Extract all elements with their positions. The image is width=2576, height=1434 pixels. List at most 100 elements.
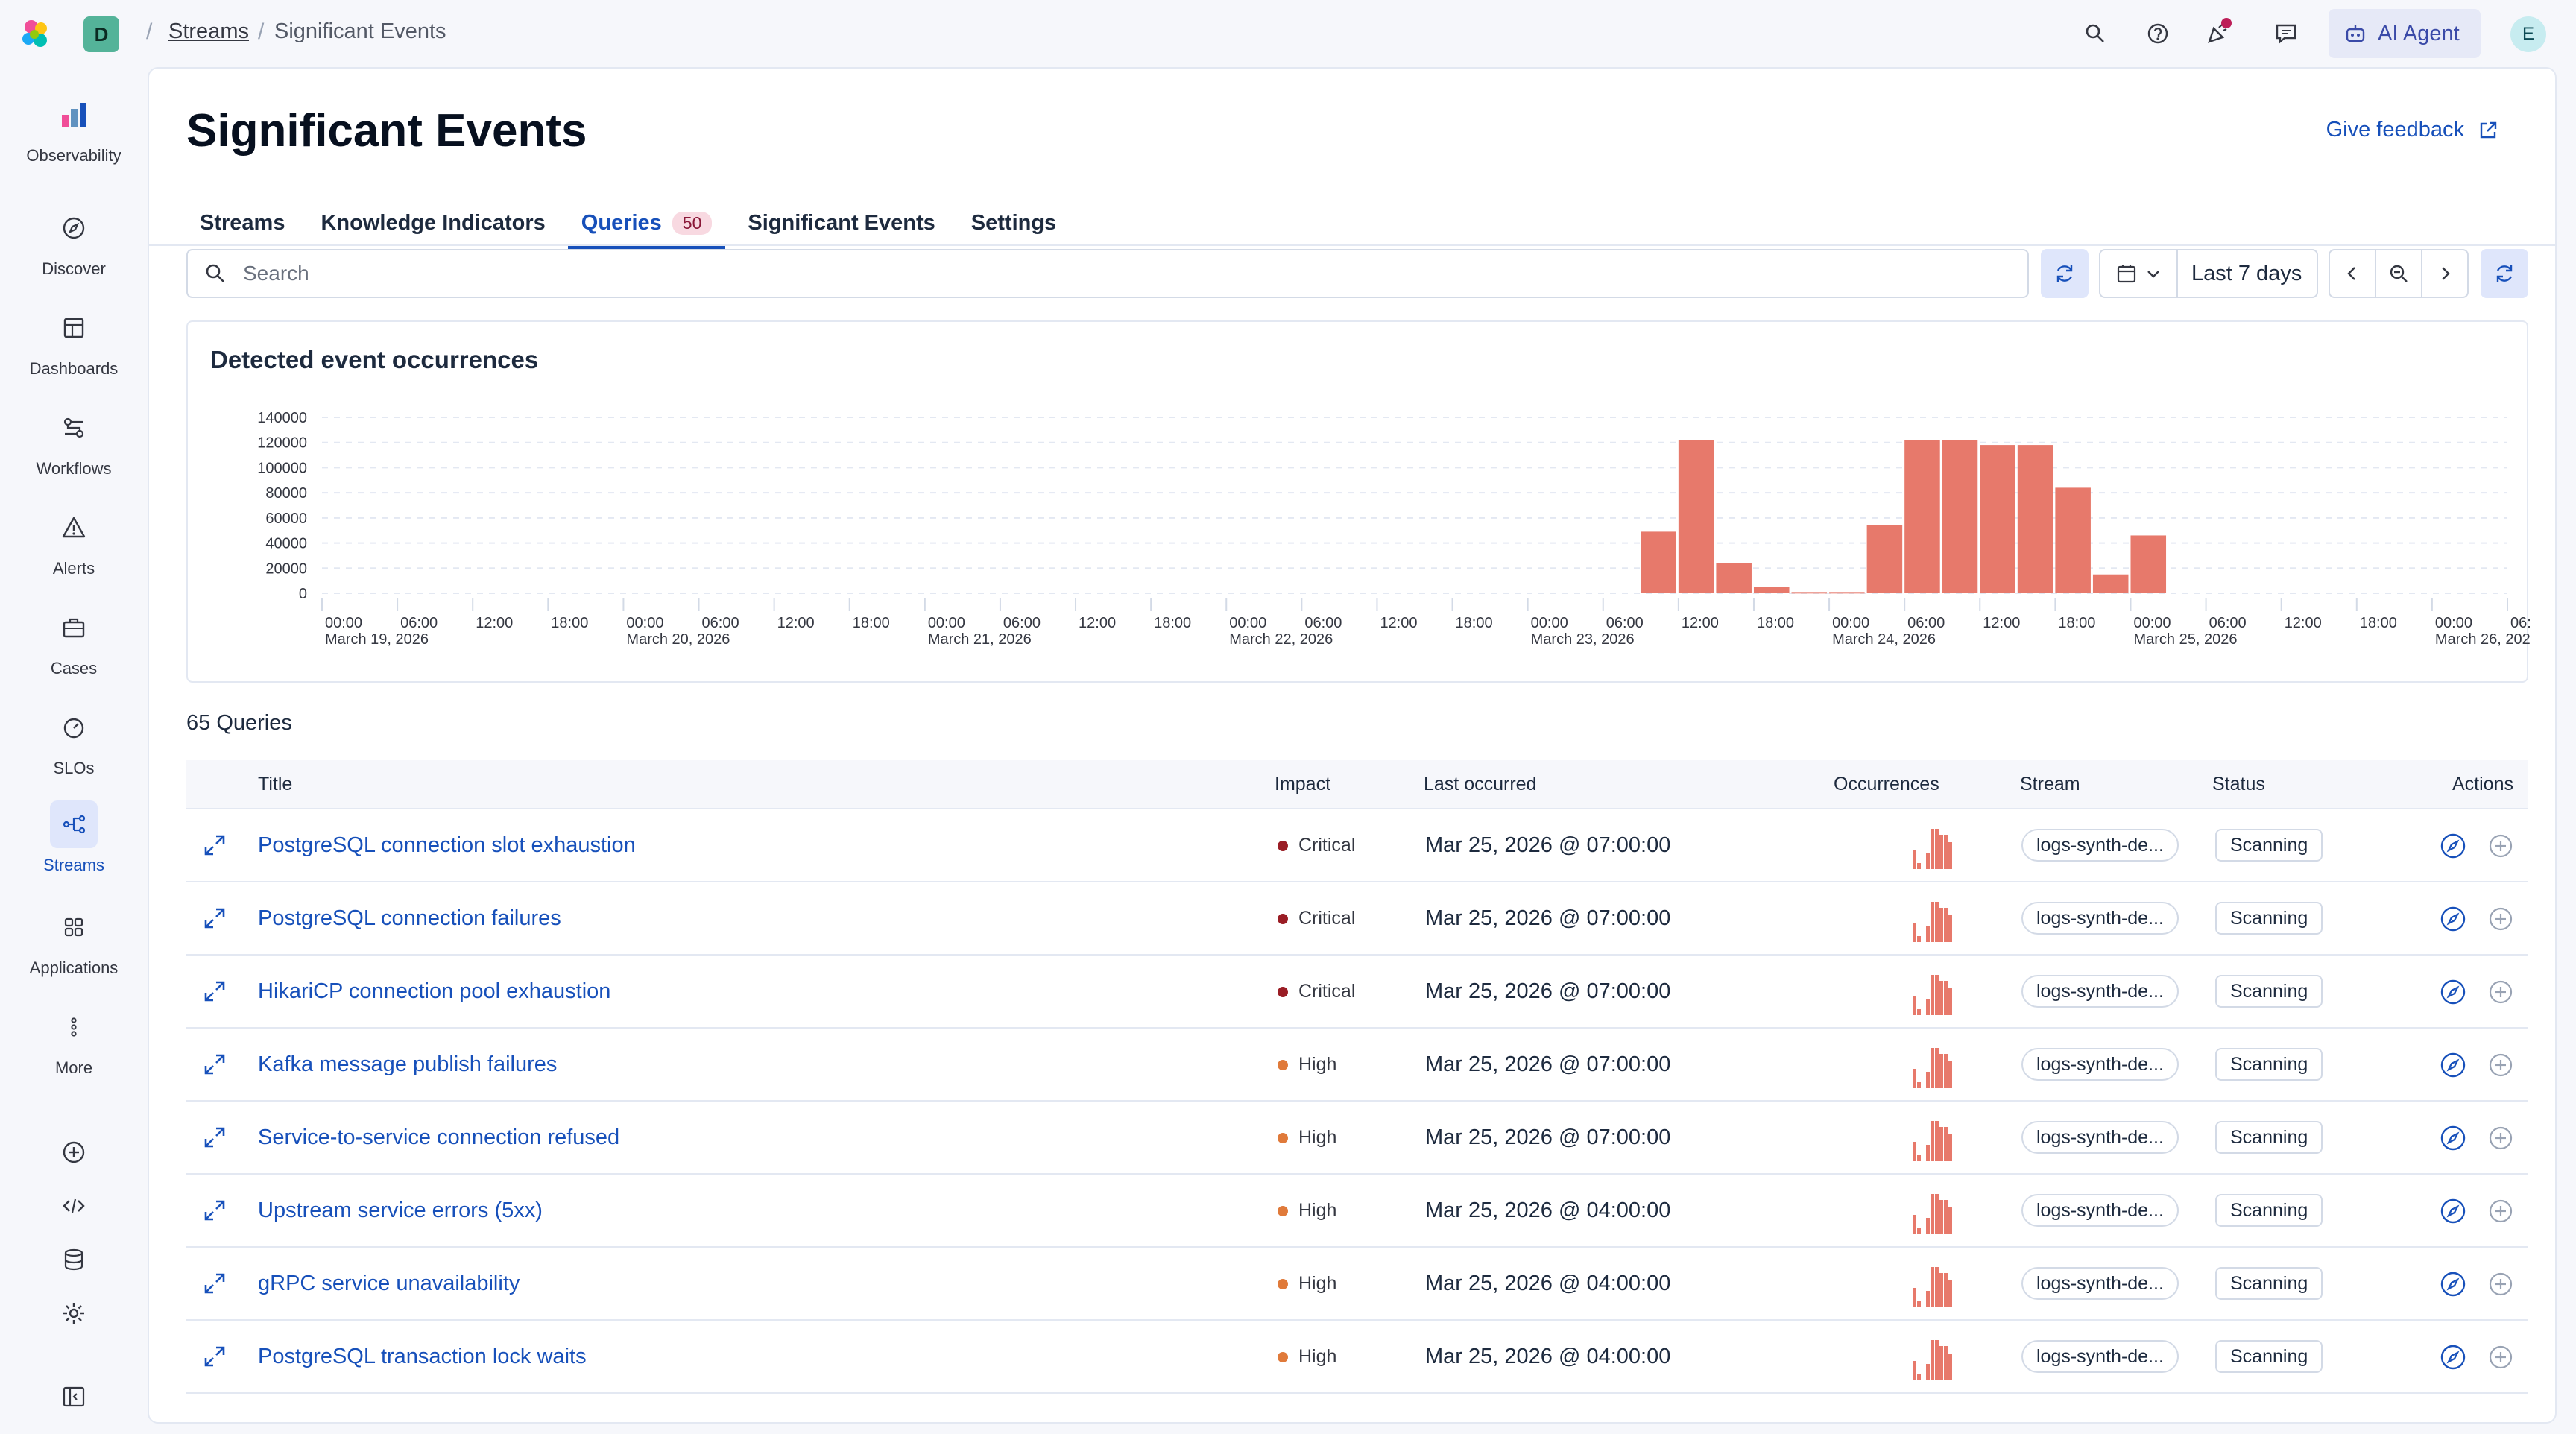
search-input[interactable] xyxy=(243,262,1957,285)
column-header-stream[interactable]: Stream xyxy=(2020,774,2080,795)
query-title-link[interactable]: PostgreSQL connection slot exhaustion xyxy=(258,833,636,857)
table-row[interactable]: Upstream service errors (5xx) High Mar 25,… xyxy=(186,1175,2528,1248)
chart-bar[interactable] xyxy=(1904,440,1940,593)
chart-bar[interactable] xyxy=(1678,440,1714,593)
nav-item-cases[interactable]: Cases xyxy=(0,604,148,693)
chart-bar[interactable] xyxy=(1791,592,1828,594)
add-data-icon[interactable] xyxy=(50,1128,98,1176)
date-range-label[interactable]: Last 7 days xyxy=(2191,261,2302,285)
add-icon[interactable] xyxy=(2487,978,2515,1006)
zoom-out-button[interactable] xyxy=(2376,250,2422,297)
elastic-logo[interactable] xyxy=(18,16,54,52)
ai-agent-button[interactable]: AI Agent xyxy=(2329,9,2481,58)
chart-bar[interactable] xyxy=(2017,445,2053,593)
query-title-link[interactable]: PostgreSQL connection failures xyxy=(258,906,561,930)
expand-icon[interactable] xyxy=(201,1343,228,1370)
chart-bar[interactable] xyxy=(1753,587,1790,593)
compass-icon[interactable] xyxy=(2439,978,2467,1006)
add-icon[interactable] xyxy=(2487,1051,2515,1079)
table-row[interactable]: Kafka message publish failures High Mar 25… xyxy=(186,1029,2528,1102)
query-title-link[interactable]: Service-to-service connection refused xyxy=(258,1125,620,1149)
chart-bar[interactable] xyxy=(1980,445,2015,593)
compass-icon[interactable] xyxy=(2439,832,2467,860)
help-icon[interactable] xyxy=(2141,16,2175,51)
add-icon[interactable] xyxy=(2487,905,2515,933)
stream-badge[interactable]: logs-synth-de... xyxy=(2021,1267,2179,1300)
table-row[interactable]: HikariCP connection pool exhaustion Criti… xyxy=(186,956,2528,1029)
query-title-link[interactable]: HikariCP connection pool exhaustion xyxy=(258,979,611,1003)
compass-icon[interactable] xyxy=(2439,1197,2467,1225)
chart-bar[interactable] xyxy=(1829,592,1865,594)
expand-icon[interactable] xyxy=(201,905,228,932)
tab-queries[interactable]: Queries 50 xyxy=(567,200,726,249)
stream-badge[interactable]: logs-synth-de... xyxy=(2021,1048,2179,1081)
query-title-link[interactable]: gRPC service unavailability xyxy=(258,1272,520,1295)
expand-icon[interactable] xyxy=(201,1270,228,1297)
query-title-link[interactable]: Kafka message publish failures xyxy=(258,1052,558,1076)
chart-bar[interactable] xyxy=(1866,525,1903,593)
chart-bar[interactable] xyxy=(2130,535,2167,593)
tab-knowledge-indicators[interactable]: Knowledge Indicators xyxy=(307,200,558,246)
table-row[interactable]: PostgreSQL connection failures Critical Ma… xyxy=(186,882,2528,956)
tab-significant-events[interactable]: Significant Events xyxy=(734,200,948,246)
collapse-sidebar-icon[interactable] xyxy=(50,1373,98,1421)
compass-icon[interactable] xyxy=(2439,905,2467,933)
nav-item-applications[interactable]: Applications xyxy=(0,903,148,993)
chart-bar[interactable] xyxy=(1942,440,1978,593)
column-header-status[interactable]: Status xyxy=(2212,774,2265,795)
nav-item-slos[interactable]: SLOs xyxy=(0,704,148,793)
quick-select-button[interactable] xyxy=(2100,250,2178,297)
expand-icon[interactable] xyxy=(201,1197,228,1224)
nav-item-workflows[interactable]: Workflows xyxy=(0,404,148,493)
refresh-button[interactable] xyxy=(2481,249,2528,298)
gear-icon[interactable] xyxy=(50,1289,98,1337)
add-icon[interactable] xyxy=(2487,1270,2515,1298)
space-avatar[interactable]: D xyxy=(83,16,119,52)
nav-item-discover[interactable]: Discover xyxy=(0,204,148,294)
table-row[interactable]: gRPC service unavailability High Mar 25, 2… xyxy=(186,1248,2528,1321)
refresh-query-button[interactable] xyxy=(2041,249,2089,298)
expand-icon[interactable] xyxy=(201,978,228,1005)
compass-icon[interactable] xyxy=(2439,1124,2467,1152)
nav-item-streams[interactable]: Streams xyxy=(0,800,148,890)
query-title-link[interactable]: PostgreSQL transaction lock waits xyxy=(258,1345,587,1368)
stream-badge[interactable]: logs-synth-de... xyxy=(2021,829,2179,862)
chart-bar[interactable] xyxy=(1641,531,1676,593)
user-avatar[interactable]: E xyxy=(2510,16,2546,52)
compass-icon[interactable] xyxy=(2439,1343,2467,1371)
expand-icon[interactable] xyxy=(201,1051,228,1078)
nav-item-dashboards[interactable]: Dashboards xyxy=(0,304,148,394)
chat-icon[interactable] xyxy=(2269,16,2303,51)
nav-item-alerts[interactable]: Alerts xyxy=(0,504,148,593)
give-feedback-link[interactable]: Give feedback xyxy=(2326,118,2498,142)
nav-item-observability[interactable]: Observability xyxy=(0,91,148,180)
stream-badge[interactable]: logs-synth-de... xyxy=(2021,1194,2179,1227)
news-feed-icon[interactable] xyxy=(2200,16,2235,51)
stream-badge[interactable]: logs-synth-de... xyxy=(2021,1121,2179,1154)
next-range-button[interactable] xyxy=(2422,250,2467,297)
chart-bar[interactable] xyxy=(1716,563,1752,593)
database-icon[interactable] xyxy=(50,1236,98,1283)
compass-icon[interactable] xyxy=(2439,1270,2467,1298)
dev-tools-icon[interactable] xyxy=(50,1182,98,1230)
stream-badge[interactable]: logs-synth-de... xyxy=(2021,975,2179,1008)
column-header-impact[interactable]: Impact xyxy=(1275,774,1331,795)
stream-badge[interactable]: logs-synth-de... xyxy=(2021,1340,2179,1373)
chart-bar[interactable] xyxy=(2092,574,2129,593)
query-title-link[interactable]: Upstream service errors (5xx) xyxy=(258,1198,543,1222)
add-icon[interactable] xyxy=(2487,1197,2515,1225)
previous-range-button[interactable] xyxy=(2330,250,2376,297)
column-header-occurrences[interactable]: Occurrences xyxy=(1834,774,1939,795)
expand-icon[interactable] xyxy=(201,832,228,859)
expand-icon[interactable] xyxy=(201,1124,228,1151)
add-icon[interactable] xyxy=(2487,1343,2515,1371)
stream-badge[interactable]: logs-synth-de... xyxy=(2021,902,2179,935)
add-icon[interactable] xyxy=(2487,832,2515,860)
tab-settings[interactable]: Settings xyxy=(958,200,1070,246)
nav-item-more[interactable]: More xyxy=(0,1003,148,1093)
search-icon[interactable] xyxy=(2078,16,2112,51)
chart-bar[interactable] xyxy=(2055,487,2091,593)
tab-streams[interactable]: Streams xyxy=(186,200,298,246)
table-row[interactable]: Service-to-service connection refused Hig… xyxy=(186,1102,2528,1175)
compass-icon[interactable] xyxy=(2439,1051,2467,1079)
